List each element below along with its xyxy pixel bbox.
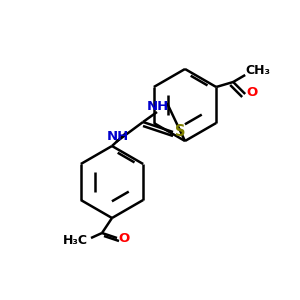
Text: O: O: [247, 86, 258, 100]
Text: H₃C: H₃C: [62, 235, 88, 248]
Text: S: S: [175, 124, 185, 139]
Text: NH: NH: [147, 100, 169, 113]
Text: NH: NH: [107, 130, 129, 143]
Text: O: O: [118, 232, 130, 244]
Text: CH₃: CH₃: [246, 64, 271, 76]
